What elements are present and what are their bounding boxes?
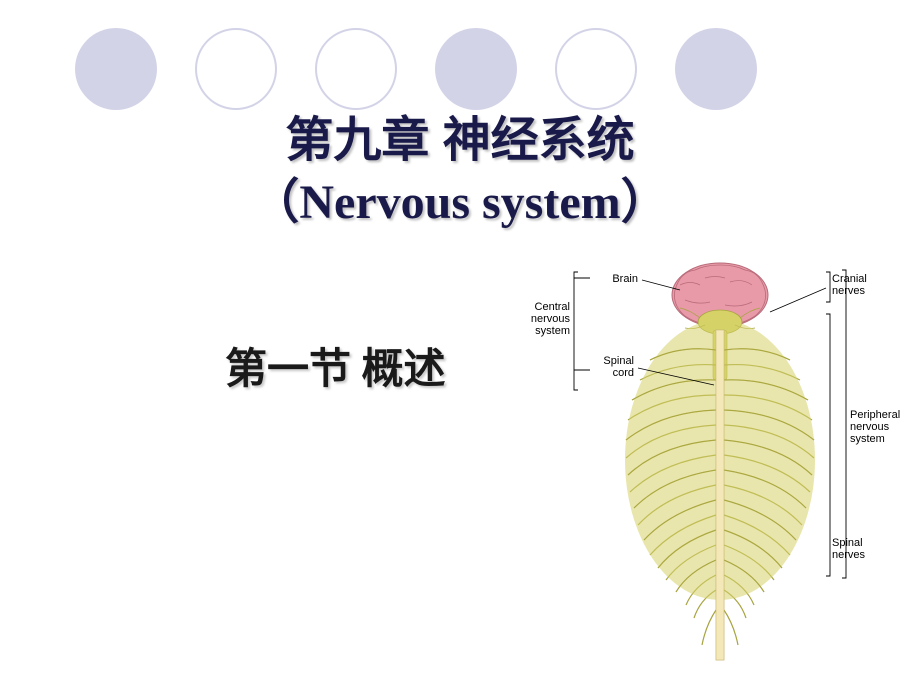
circle-2 bbox=[195, 28, 277, 110]
circle-1 bbox=[75, 28, 157, 110]
label-pns-2: nervous bbox=[850, 421, 890, 433]
label-pns-3: system bbox=[850, 433, 885, 445]
label-spn-2: nerves bbox=[832, 549, 866, 561]
label-brain: Brain bbox=[612, 273, 638, 285]
cranial-bracket bbox=[826, 272, 830, 302]
label-cns-1: Central bbox=[535, 301, 570, 313]
decorative-circles bbox=[75, 28, 757, 110]
label-spinal-2: cord bbox=[613, 367, 634, 379]
label-cns-3: system bbox=[535, 325, 570, 337]
label-cns-2: nervous bbox=[531, 313, 571, 325]
spinal-nerves-bracket bbox=[826, 314, 830, 576]
nervous-system-diagram: Brain Central nervous system Spinal cord… bbox=[530, 250, 910, 680]
label-cranial-1: Cranial bbox=[832, 273, 867, 285]
circle-3 bbox=[315, 28, 397, 110]
pns-bracket bbox=[842, 270, 846, 578]
circle-4 bbox=[435, 28, 517, 110]
circle-6 bbox=[675, 28, 757, 110]
circle-5 bbox=[555, 28, 637, 110]
title-line-en: （Nervous system） bbox=[0, 172, 920, 234]
title-line-cn: 第九章 神经系统 bbox=[0, 110, 920, 172]
section-subtitle: 第一节 概述 bbox=[225, 335, 446, 396]
cns-bracket bbox=[574, 272, 590, 390]
label-spn-1: Spinal bbox=[832, 537, 863, 549]
label-pns-1: Peripheral bbox=[850, 409, 900, 421]
label-spinal-1: Spinal bbox=[603, 355, 634, 367]
cranial-leader bbox=[770, 288, 826, 312]
label-cranial-2: nerves bbox=[832, 285, 866, 297]
chapter-title: 第九章 神经系统 （Nervous system） bbox=[0, 110, 920, 235]
